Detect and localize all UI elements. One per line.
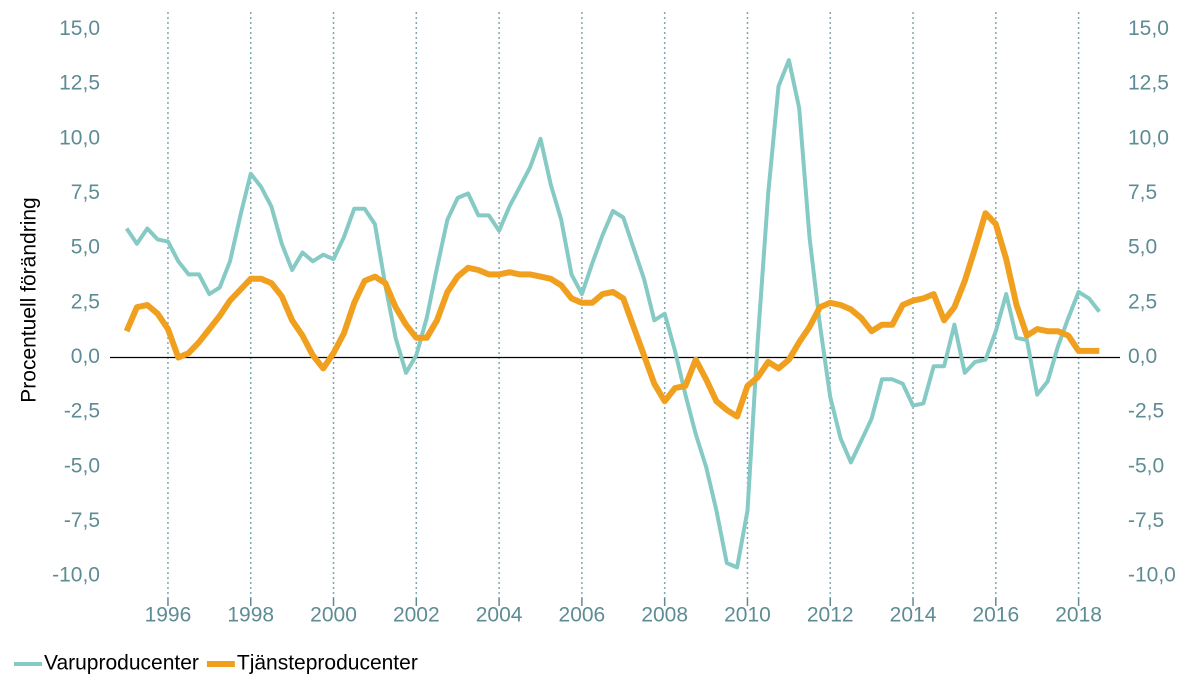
y-tick-label: -7,5	[64, 509, 100, 532]
y-tick-label: 15,0	[59, 17, 100, 40]
x-tick-label: 2006	[559, 604, 606, 627]
y-tick-label: -2,5	[64, 400, 100, 423]
y2-tick-label: -10,0	[1128, 564, 1176, 587]
y2-tick-label: -7,5	[1128, 509, 1164, 532]
y-tick-label: 10,0	[59, 126, 100, 149]
series-line	[124, 58, 1101, 570]
series-line	[123, 210, 1100, 420]
legend-label: Tjänsteproducenter	[237, 652, 418, 675]
y-tick-label: -5,0	[64, 454, 100, 477]
x-tick-label: 1998	[227, 604, 274, 627]
y-tick-label: 0,0	[71, 345, 100, 368]
x-tick-label: 2002	[393, 604, 440, 627]
x-tick-label: 1996	[145, 604, 192, 627]
y2-tick-label: -5,0	[1128, 454, 1164, 477]
x-tick-label: 2012	[807, 604, 854, 627]
y2-tick-label: 7,5	[1128, 181, 1157, 204]
x-tick-label: 2018	[1055, 604, 1102, 627]
y2-tick-label: -2,5	[1128, 400, 1164, 423]
y-tick-label: -10,0	[52, 564, 100, 587]
y-axis-label: Procentuell förändring	[18, 197, 41, 402]
y-tick-label: 2,5	[71, 290, 100, 313]
y2-tick-label: 0,0	[1128, 345, 1157, 368]
x-tick-label: 2008	[641, 604, 688, 627]
y-tick-label: 12,5	[59, 72, 100, 95]
y-tick-label: 7,5	[71, 181, 100, 204]
y2-tick-label: 12,5	[1128, 72, 1169, 95]
y2-tick-label: 2,5	[1128, 290, 1157, 313]
x-tick-label: 2000	[310, 604, 357, 627]
y2-tick-label: 10,0	[1128, 126, 1169, 149]
y-tick-label: 5,0	[71, 236, 100, 259]
x-tick-label: 2004	[476, 604, 523, 627]
x-tick-label: 2016	[972, 604, 1019, 627]
x-tick-label: 2010	[724, 604, 771, 627]
legend-label: Varuproducenter	[44, 652, 199, 675]
x-tick-label: 2014	[890, 604, 937, 627]
y2-tick-label: 5,0	[1128, 236, 1157, 259]
y2-tick-label: 15,0	[1128, 17, 1169, 40]
